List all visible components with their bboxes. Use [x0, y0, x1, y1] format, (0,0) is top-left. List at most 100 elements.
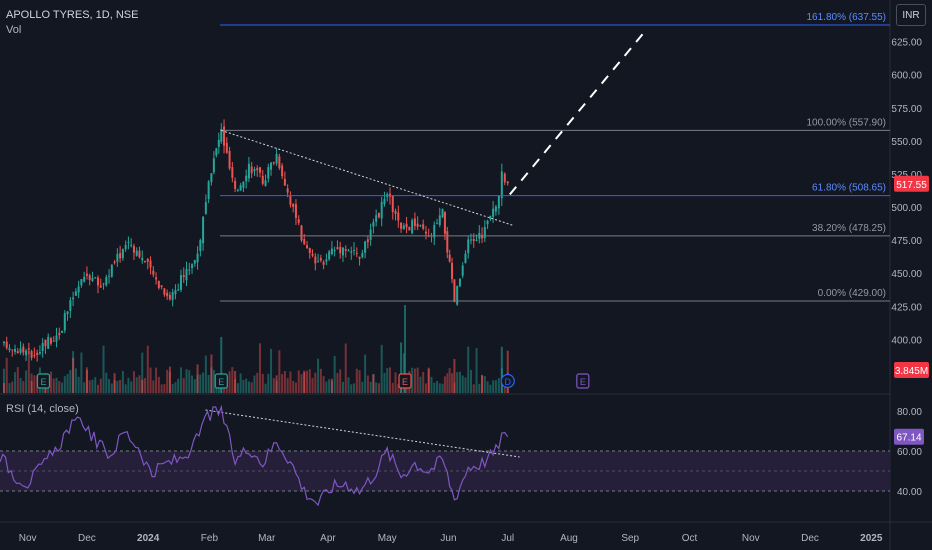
volume-bar: [155, 367, 158, 393]
candle-body: [311, 253, 314, 256]
candle-body: [108, 275, 111, 277]
event-marker-label: D: [504, 377, 511, 387]
volume-bar: [492, 380, 495, 393]
time-axis[interactable]: Nov Dec 2024 Feb Mar Apr May Jun Jul Aug Sep Oct Nov…: [19, 533, 883, 544]
candle-body: [25, 350, 28, 356]
candle-body: [469, 239, 472, 241]
volume-bar: [207, 374, 210, 393]
volume-spike: [404, 305, 407, 393]
candle-body: [242, 181, 245, 188]
volume-bar: [292, 380, 295, 393]
event-marker-dividend: [500, 373, 515, 389]
candle-body: [330, 248, 333, 255]
time-axis-tick: Sep: [621, 533, 639, 544]
volume-bar: [202, 372, 205, 393]
candle-body: [422, 224, 425, 229]
volume-bar: [116, 380, 119, 393]
candle-body: [364, 241, 367, 253]
candle-body: [397, 212, 400, 221]
volume-bar: [438, 383, 441, 393]
volume-bar: [185, 369, 188, 393]
candle-body: [74, 291, 77, 296]
event-marker-earnings: [576, 373, 590, 389]
candle-body: [336, 247, 339, 250]
candle-body: [333, 250, 336, 252]
rsi-value-text: 67.14: [896, 433, 921, 444]
candle-body: [38, 352, 41, 354]
candle-body: [196, 253, 199, 263]
candle-body: [361, 253, 364, 258]
candle-body: [174, 290, 177, 295]
volume-bar: [96, 384, 99, 393]
volume-badge-text: 3.845M: [895, 366, 928, 377]
volume-legend[interactable]: Vol: [6, 24, 22, 36]
volume-bar: [228, 371, 231, 393]
volume-bar: [328, 379, 331, 393]
fibonacci-retracement[interactable]: 161.80% (637.55) 100.00% (557.90) 61.80% (…: [220, 12, 890, 302]
volume-bar: [108, 379, 111, 393]
candle-body: [166, 292, 169, 297]
volume-bar: [353, 383, 356, 393]
candle-body: [402, 225, 405, 230]
volume-spike: [113, 373, 116, 393]
price-axis[interactable]: 400.00 425.00 450.00 475.00 500.00 525.00 550.…: [891, 38, 922, 347]
candle-body: [135, 250, 138, 256]
volume-bar: [25, 370, 28, 393]
fib-level-label: 61.80% (508.65): [812, 183, 886, 194]
candle-body: [453, 279, 456, 302]
volume-spike: [481, 375, 484, 393]
time-axis-tick: Jul: [501, 533, 514, 544]
volume-bar: [193, 379, 196, 393]
volume-bar: [138, 375, 141, 393]
candle-body: [380, 201, 383, 219]
currency-button[interactable]: INR: [896, 4, 926, 26]
candle-body: [424, 231, 427, 234]
candle-body: [212, 158, 215, 173]
rsi-axis[interactable]: 40.00 60.00 80.00: [897, 407, 922, 498]
candle-body: [261, 175, 264, 184]
candle-body: [138, 250, 141, 258]
symbol-title[interactable]: APOLLO TYRES, 1D, NSE: [6, 9, 139, 21]
volume-bar: [231, 367, 234, 393]
fib-level-label: 100.00% (557.90): [806, 117, 886, 128]
candle-body: [11, 349, 14, 351]
volume-bar: [267, 373, 270, 393]
volume-spike: [427, 367, 430, 393]
candle-body: [270, 162, 273, 170]
candle-body: [119, 252, 122, 259]
volume-bar: [247, 381, 250, 393]
candle-body: [210, 173, 213, 182]
volume-bar: [2, 368, 5, 393]
volume-bar: [308, 369, 311, 393]
fib-level-label: 0.00% (429.00): [818, 288, 886, 299]
volume-bar: [212, 370, 215, 393]
volume-spike: [330, 378, 333, 393]
volume-bar: [278, 350, 281, 393]
volume-bar: [144, 378, 147, 393]
trendlines[interactable]: [205, 29, 647, 458]
volume-bar: [58, 381, 61, 393]
price-axis-tick: 575.00: [891, 104, 922, 115]
volume-bar: [74, 368, 77, 393]
candle-body: [247, 163, 250, 179]
candle-body: [405, 223, 408, 228]
candle-body: [99, 285, 102, 288]
candle-body: [419, 225, 422, 227]
volume-bar: [11, 381, 14, 393]
rsi-legend[interactable]: RSI (14, close): [6, 403, 79, 415]
volume-bar: [283, 371, 286, 393]
volume-bar: [456, 372, 459, 393]
event-marker-label: E: [218, 377, 224, 387]
event-marker-label: E: [402, 377, 408, 387]
candle-body: [308, 248, 311, 253]
candle-body: [88, 275, 91, 280]
rsi-axis-tick: 80.00: [897, 407, 922, 418]
candle-body: [438, 215, 441, 225]
candle-body: [66, 311, 69, 314]
volume-bar: [157, 376, 160, 393]
candle-body: [355, 252, 358, 254]
volume-bar: [413, 368, 416, 393]
candle-body: [464, 253, 467, 264]
